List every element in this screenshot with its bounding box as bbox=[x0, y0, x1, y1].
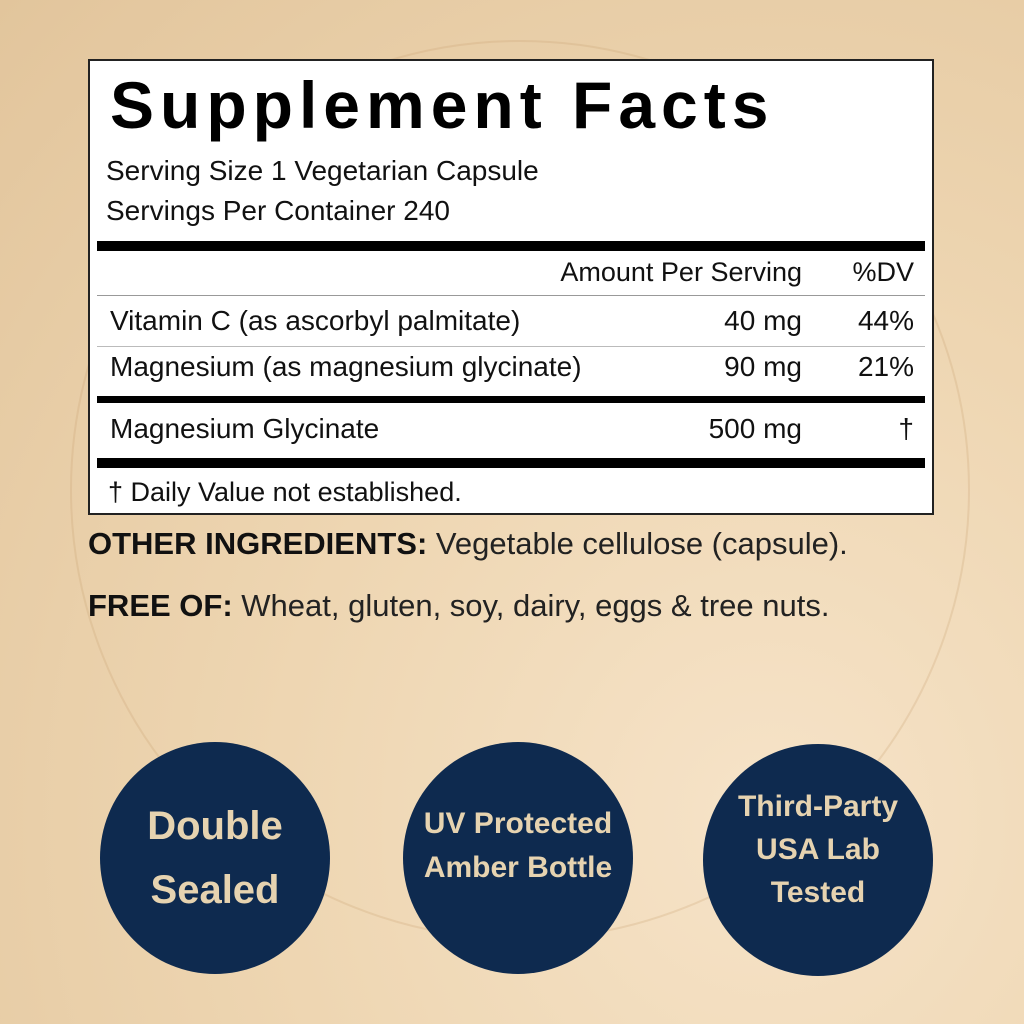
nutrient-amount: 500 mg bbox=[708, 413, 802, 444]
badge-line: Third-Party bbox=[737, 789, 899, 823]
thick-rule bbox=[97, 458, 925, 468]
badge-line: UV Protected bbox=[423, 807, 613, 840]
nutrient-dv: 44% bbox=[857, 305, 914, 336]
badge-uv-protected: UV Protected Amber Bottle bbox=[403, 742, 633, 974]
thick-rule bbox=[97, 241, 925, 251]
dv-header: %DV bbox=[852, 257, 914, 287]
nutrient-name: Magnesium Glycinate bbox=[110, 413, 380, 444]
nutrient-dv: † bbox=[898, 413, 914, 444]
thin-rule bbox=[97, 295, 925, 296]
thick-rule bbox=[97, 396, 925, 403]
amount-header: Amount Per Serving bbox=[560, 257, 802, 287]
other-ingredients-label: OTHER INGREDIENTS: bbox=[88, 526, 428, 561]
badge-line: USA Lab bbox=[756, 832, 880, 866]
badge-line: Tested bbox=[770, 875, 866, 909]
nutrient-amount: 90 mg bbox=[724, 351, 802, 382]
badge-line: Amber Bottle bbox=[423, 851, 613, 884]
nutrient-amount: 40 mg bbox=[724, 305, 802, 336]
free-of-value: Wheat, gluten, soy, dairy, eggs & tree n… bbox=[232, 588, 830, 623]
serving-size: Serving Size 1 Vegetarian Capsule bbox=[106, 155, 539, 186]
supplement-facts-panel: Supplement Facts Serving Size 1 Vegetari… bbox=[88, 59, 934, 515]
badge-line: Sealed bbox=[150, 868, 280, 912]
other-ingredients-value: Vegetable cellulose (capsule). bbox=[427, 526, 848, 561]
servings-per-container: Servings Per Container 240 bbox=[106, 195, 450, 226]
free-of: FREE OF: Wheat, gluten, soy, dairy, eggs… bbox=[88, 588, 829, 624]
badge-third-party-tested: Third-Party USA Lab Tested bbox=[703, 744, 933, 976]
panel-title: Supplement Facts bbox=[110, 68, 775, 142]
nutrient-dv: 21% bbox=[857, 351, 914, 382]
badge-line: Double bbox=[147, 804, 283, 848]
footnote: † Daily Value not established. bbox=[108, 477, 462, 507]
nutrient-name: Magnesium (as magnesium glycinate) bbox=[110, 351, 582, 382]
other-ingredients: OTHER INGREDIENTS: Vegetable cellulose (… bbox=[88, 526, 848, 562]
badge-double-sealed: Double Sealed bbox=[100, 742, 330, 974]
free-of-label: FREE OF: bbox=[88, 588, 233, 623]
thin-rule bbox=[97, 346, 925, 347]
nutrient-name: Vitamin C (as ascorbyl palmitate) bbox=[110, 305, 521, 336]
